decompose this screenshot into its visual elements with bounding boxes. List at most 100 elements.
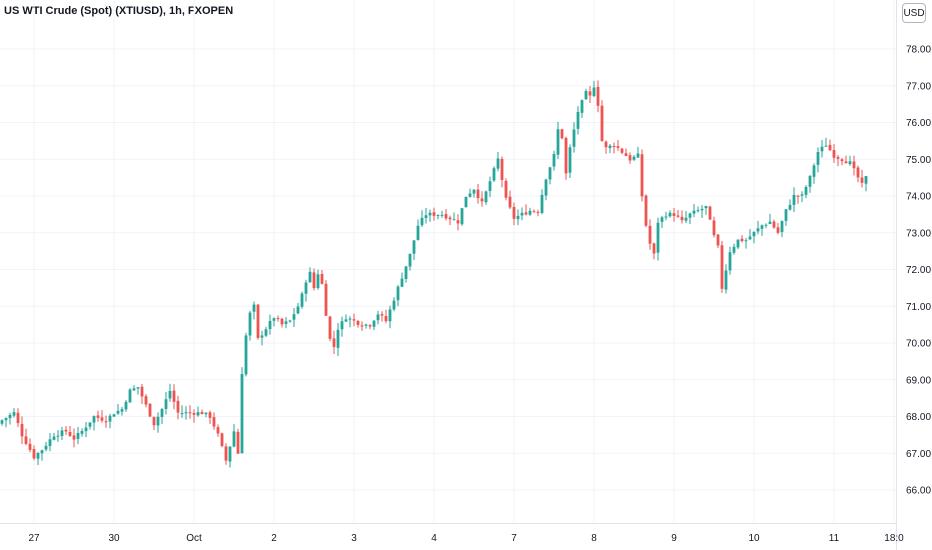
candle — [204, 412, 208, 418]
candle — [500, 156, 504, 188]
candle-body — [212, 417, 216, 427]
candle — [188, 405, 192, 419]
candle — [304, 279, 308, 302]
candle — [472, 188, 476, 198]
candle-body — [588, 91, 592, 96]
candle-body — [712, 220, 716, 236]
candle — [648, 219, 652, 250]
candle-body — [28, 443, 32, 450]
candle — [52, 432, 56, 441]
candle-body — [536, 211, 540, 213]
candle-body — [80, 430, 84, 434]
candle-body — [556, 129, 560, 155]
candle — [856, 165, 860, 183]
candle — [736, 239, 740, 250]
candle-body — [348, 318, 352, 320]
candle-body — [284, 321, 288, 324]
candle-body — [108, 415, 112, 422]
candle-body — [676, 215, 680, 217]
time-axis[interactable]: 27 30 Oct 2 3 4 7 8 9 10 11 18:0 — [28, 533, 904, 544]
candle — [456, 214, 460, 231]
candle-body — [448, 217, 452, 220]
candle-body — [240, 374, 244, 454]
candle — [864, 175, 868, 192]
candle-body — [544, 179, 548, 196]
candle — [760, 224, 764, 236]
candle-body — [440, 214, 444, 216]
candle-body — [800, 194, 804, 196]
candle — [196, 406, 200, 417]
candle-body — [504, 180, 508, 198]
candle-body — [48, 439, 52, 447]
price-tick-label: 69.00 — [906, 375, 931, 386]
candle — [388, 305, 392, 329]
candle-body — [200, 412, 204, 415]
candle — [632, 154, 636, 161]
candle-body — [476, 189, 480, 199]
candle-body — [204, 412, 208, 415]
candle — [520, 207, 524, 221]
candle-body — [420, 217, 424, 226]
candle — [312, 268, 316, 291]
candle-body — [680, 216, 684, 221]
candle-body — [372, 320, 376, 327]
candle-body — [728, 252, 732, 271]
candle — [860, 169, 864, 188]
candle — [784, 209, 788, 226]
candle — [476, 183, 480, 204]
currency-button[interactable]: USD — [902, 3, 926, 23]
candle — [764, 223, 768, 229]
candle — [824, 137, 828, 147]
candle-body — [40, 450, 44, 454]
candle-body — [852, 161, 856, 169]
candle — [636, 146, 640, 159]
candle — [536, 209, 540, 217]
candle — [676, 209, 680, 218]
candle-body — [740, 238, 744, 242]
candle-body — [316, 274, 320, 288]
candle-body — [548, 167, 552, 180]
candle — [708, 205, 712, 220]
candle — [468, 188, 472, 198]
candle — [756, 220, 760, 235]
candle-body — [88, 422, 92, 427]
candle-body — [632, 156, 636, 160]
candle — [84, 422, 88, 438]
candle — [40, 449, 44, 461]
candle-body — [76, 432, 80, 439]
candle — [248, 310, 252, 341]
candle — [288, 319, 292, 323]
candle-body — [160, 409, 164, 417]
candle — [564, 136, 568, 180]
candle — [776, 223, 780, 235]
candle — [16, 408, 20, 428]
candle — [404, 266, 408, 283]
candle — [628, 152, 632, 164]
candle-body — [224, 446, 228, 461]
candle-body — [336, 329, 340, 348]
candle-body — [412, 240, 416, 254]
price-axis[interactable]: 78.00 77.00 76.00 75.00 74.00 73.00 72.00 71.00… — [906, 45, 931, 497]
candle-body — [128, 389, 132, 403]
candle-body — [564, 138, 568, 174]
candle-body — [848, 161, 852, 165]
candle — [144, 394, 148, 408]
candle — [608, 143, 612, 154]
candle-body — [808, 175, 812, 187]
candle — [556, 121, 560, 160]
candle-body — [276, 318, 280, 320]
candle-body — [72, 435, 76, 440]
candle-body — [484, 191, 488, 203]
candle-body — [480, 198, 484, 202]
candle — [720, 240, 724, 293]
candle — [100, 410, 104, 423]
candle-body — [616, 146, 620, 148]
candle — [460, 208, 464, 226]
candle — [588, 86, 592, 103]
candle — [596, 80, 600, 113]
candle — [172, 384, 176, 410]
candle — [484, 190, 488, 205]
candle — [548, 166, 552, 185]
candle-body — [864, 176, 868, 184]
